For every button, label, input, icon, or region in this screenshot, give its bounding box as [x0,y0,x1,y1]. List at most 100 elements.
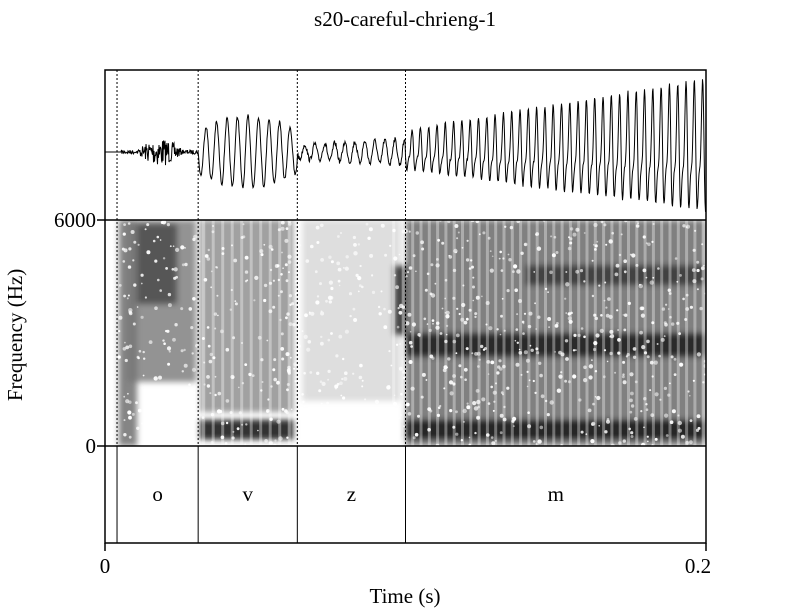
spectrogram-speckle [165,427,169,432]
spectrogram-speckle [565,312,567,314]
spectrogram-speckle [460,439,464,442]
spectrogram-speckle [220,421,225,426]
spectrogram-speckle [475,389,480,393]
spectrogram-speckle [629,410,633,414]
spectrogram-speckle [127,222,131,225]
spectrogram-speckle [148,340,153,344]
spectrogram-speckle [316,295,320,298]
spectrogram-speckle [144,228,147,231]
spectrogram-speckle [159,289,162,292]
spectrogram-speckle [374,399,379,404]
spectrogram-speckle [123,223,126,227]
spectrogram-speckle [485,301,490,305]
spectrogram-speckle [216,294,219,297]
spectrogram-speckle [491,441,496,446]
spectrogram-speckle [341,377,344,381]
spectrogram-speckle [594,370,598,373]
spectrogram-speckle [646,435,649,438]
spectrogram-speckle [488,326,493,331]
spectrogram-speckle [261,381,264,383]
spectrogram-speckle [169,245,172,248]
spectrogram-speckle [421,372,426,377]
spectrogram-speckle [206,375,210,379]
spectrogram-shade [200,220,294,413]
spectrogram-speckle [609,351,613,356]
spectrogram-speckle [215,266,218,269]
spectrogram-speckle [455,352,458,355]
spectrogram-speckle [448,380,454,385]
spectrogram-speckle [452,268,457,273]
spectrogram-speckle [610,334,615,339]
spectrogram-speckle [667,393,671,397]
spectrogram-speckle [568,236,570,239]
spectrogram-speckle [444,312,447,314]
spectrogram-speckle [630,431,634,435]
spectrogram-speckle [565,282,570,287]
spectrogram-speckle [609,335,612,338]
spectrogram-speckle [685,226,688,229]
spectrogram-speckle [390,364,393,367]
spectrogram-speckle [244,255,249,260]
glottal-pulse-stripe [477,220,481,446]
spectrogram-speckle [625,355,629,358]
spectrogram-speckle [337,267,342,272]
spectrogram-speckle [471,265,474,269]
spectrogram-speckle [157,408,161,412]
spectrogram-speckle [470,259,473,262]
spectrogram-speckle [280,226,285,231]
spectrogram-speckle [405,321,410,326]
spectrogram-speckle [280,220,285,225]
spectrogram-speckle [307,340,312,344]
spectrogram-speckle [232,430,235,433]
spectrogram-speckle [242,223,245,226]
spectrogram-speckle [344,329,349,334]
spectrogram-speckle [288,322,293,326]
spectrogram-speckle [358,375,363,380]
spectrogram-speckle [272,368,276,372]
spectrogram-speckle [424,288,428,292]
spectrogram-speckle [309,423,313,427]
spectrogram-speckle [137,408,142,413]
spectrogram-speckle [485,323,488,326]
spectrogram-speckle [498,367,503,371]
spectrogram-speckle [212,224,215,228]
spectrogram-speckle [220,435,225,440]
spectrogram-speckle [155,412,158,415]
spectrogram-speckle [593,222,598,228]
spectrogram-speckle [210,413,214,417]
spectrogram-speckle [685,307,690,311]
spectrogram-speckle [503,329,506,332]
spectrogram-speckle [288,294,292,298]
spectrogram-speckle [407,412,412,416]
spectrogram-speckle [146,223,150,227]
spectrogram-speckle [340,394,343,397]
spectrogram-speckle [502,257,505,260]
spectrogram-speckle [259,249,264,254]
spectrogram-speckle [289,356,292,359]
spectrogram-speckle [183,363,188,368]
spectrogram-speckle [400,392,403,396]
spectrogram-speckle [157,278,160,282]
spectrogram-speckle [342,357,345,361]
spectrogram-speckle [425,379,428,381]
spectrogram-speckle [128,435,132,439]
spectrogram-speckle [137,356,140,360]
spectrogram-speckle [303,334,308,339]
spectrogram-speckle [147,413,150,416]
spectrogram-speckle [460,317,465,322]
glottal-pulse-stripe [693,220,697,446]
spectrogram-speckle [569,227,574,231]
spectrogram-speckle [645,276,648,279]
spectrogram-speckle [623,270,627,274]
spectrogram-speckle [593,313,597,317]
spectrogram-speckle [411,322,416,327]
spectrogram-speckle [640,313,646,318]
spectrogram-speckle [213,312,218,316]
spectrogram-speckle [301,393,304,396]
spectrogram-speckle [604,430,608,434]
spectrogram-speckle [476,399,481,405]
spectrogram-speckle [310,311,315,316]
spectrogram-speckle [591,421,596,426]
spectrogram-speckle [673,373,677,376]
spectrogram-speckle [198,260,201,263]
